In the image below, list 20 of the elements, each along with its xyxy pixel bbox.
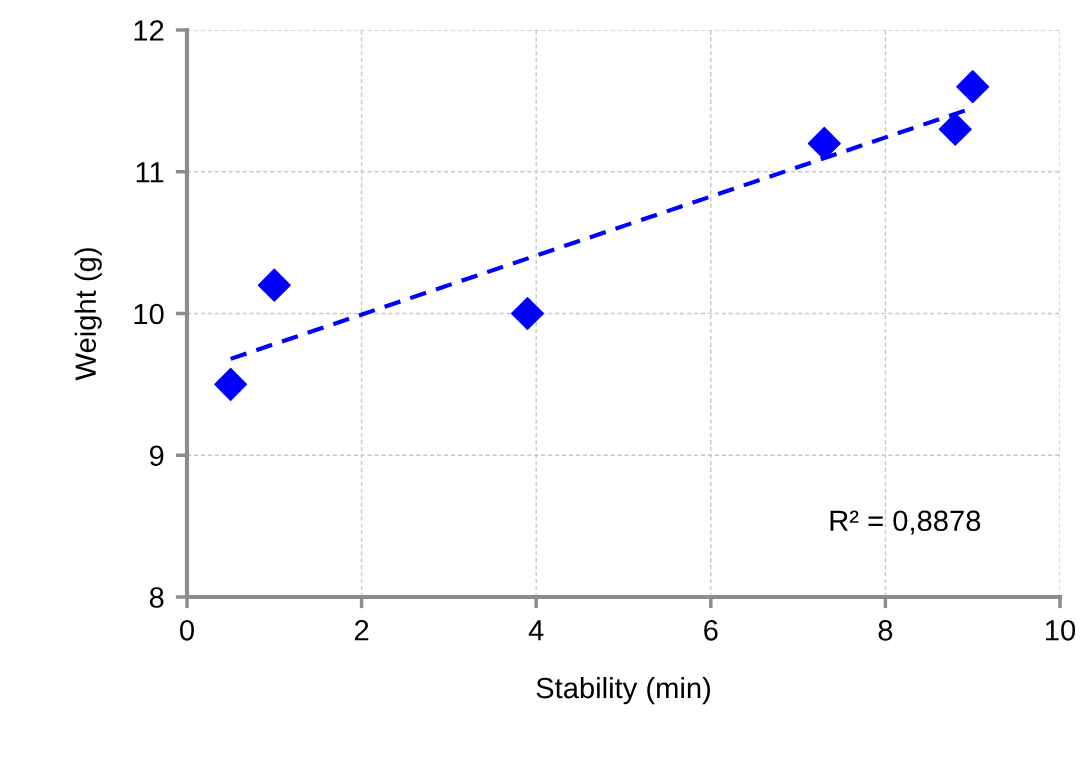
point — [257, 268, 291, 302]
y-tick-label: 11 — [136, 162, 164, 183]
y-tick-label: 12 — [134, 20, 164, 41]
point — [510, 296, 545, 331]
point — [807, 126, 841, 160]
y-tick-label: 8 — [149, 587, 164, 608]
annotation: R² = 0,8878 — [830, 510, 981, 535]
point — [938, 112, 972, 146]
y-axis-title: Weight (g) — [74, 248, 102, 381]
point — [956, 70, 990, 104]
x-axis-title: Stability (min) — [536, 676, 711, 705]
y-tick-label: 10 — [134, 303, 164, 325]
x-tick-label: 0 — [180, 619, 194, 641]
x-tick-label: 8 — [878, 619, 893, 641]
y-tick-label: 9 — [149, 445, 164, 467]
point — [214, 367, 248, 401]
x-tick-label: 10 — [1046, 619, 1076, 641]
x-tick-label: 2 — [354, 619, 369, 641]
x-tick-label: 4 — [528, 620, 544, 641]
x-tick-label: 6 — [704, 619, 718, 641]
